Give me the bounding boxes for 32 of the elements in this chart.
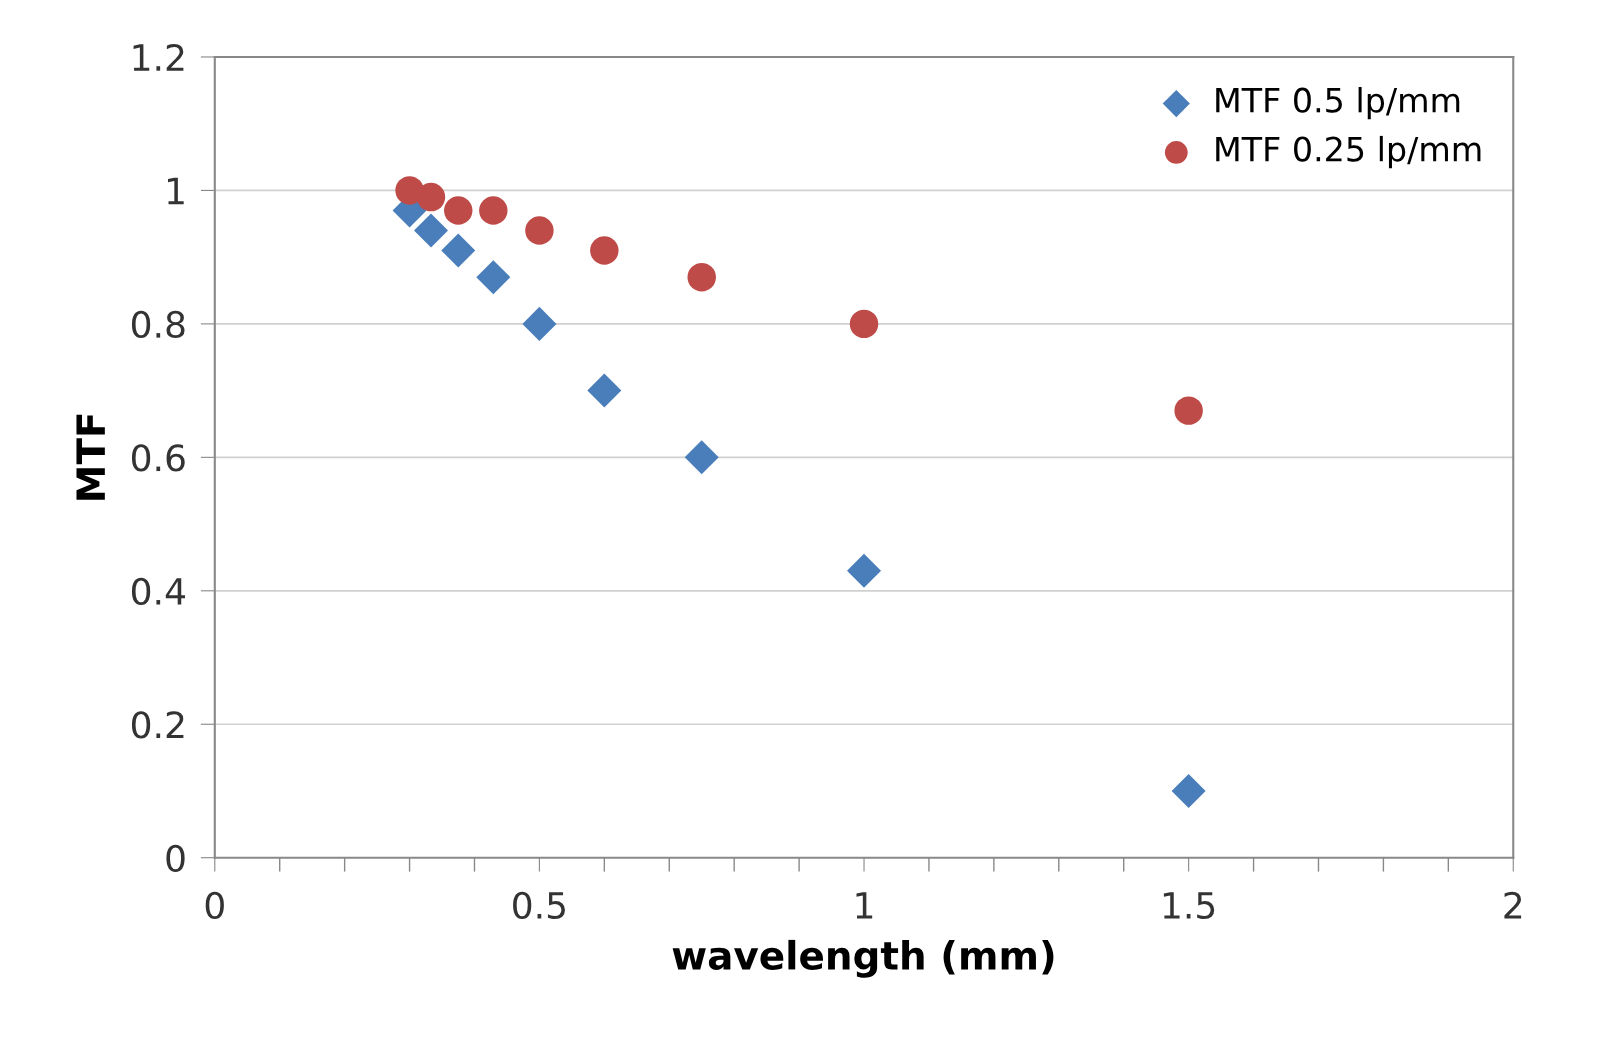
point — [413, 213, 448, 248]
point — [1174, 396, 1203, 425]
y-tick-label: 0.6 — [131, 444, 185, 472]
point — [587, 373, 622, 408]
y-axis-title: MTF — [76, 414, 105, 500]
point — [687, 262, 716, 292]
point — [479, 196, 508, 225]
y-tick-label: 1 — [168, 177, 184, 205]
x-tick-label: 1.5 — [1163, 892, 1215, 919]
point — [525, 216, 554, 245]
y-tick-label: 0.4 — [131, 577, 185, 606]
x-tick-label: 1 — [856, 892, 873, 919]
x-axis-title: wavelength (mm) — [672, 939, 1054, 978]
x-tick-label: 0 — [205, 891, 224, 919]
point — [441, 233, 476, 268]
point — [416, 182, 446, 212]
legend-label: MTF 0.25 lp/mm — [1216, 135, 1481, 169]
point — [849, 309, 879, 339]
x-tick-label: 0.5 — [513, 891, 565, 919]
y-tick-label: 0.2 — [131, 711, 184, 739]
point — [444, 196, 473, 225]
legend-label: MTF 0.5 lp/mm — [1216, 86, 1460, 120]
point — [590, 236, 619, 265]
point — [684, 440, 719, 475]
point — [1171, 773, 1206, 808]
y-tick-label: 1.2 — [133, 43, 184, 71]
point — [847, 553, 882, 588]
point — [476, 260, 511, 295]
x-tick-label: 2 — [1504, 891, 1522, 919]
y-tick-label: 0.8 — [131, 310, 185, 339]
point — [522, 306, 557, 341]
y-tick-label: 0 — [166, 844, 185, 872]
